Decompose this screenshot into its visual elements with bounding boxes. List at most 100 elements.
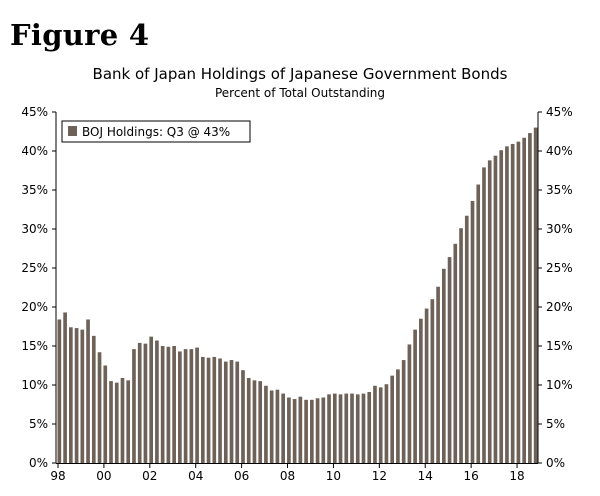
bar: [459, 228, 463, 463]
bar: [137, 342, 142, 463]
bar: [143, 343, 148, 463]
bar: [464, 215, 469, 463]
x-tick-label: 14: [418, 469, 433, 483]
bar: [373, 385, 377, 463]
bar: [310, 399, 314, 463]
bar: [264, 385, 268, 463]
bar: [114, 382, 119, 463]
y-tick-label-left: 20%: [21, 300, 48, 314]
bar: [516, 141, 521, 463]
bar: [505, 146, 509, 463]
bar: [258, 381, 263, 463]
y-tick-label-left: 10%: [21, 378, 48, 392]
bar: [86, 319, 90, 463]
legend-box: [61, 120, 251, 143]
bar: [97, 352, 102, 463]
x-tick-label: 16: [464, 469, 479, 483]
bar: [195, 347, 199, 463]
bar: [424, 308, 429, 463]
y-tick-label-left: 15%: [21, 339, 48, 353]
bar: [206, 357, 211, 463]
y-tick-label-left: 35%: [21, 183, 48, 197]
bar: [149, 336, 154, 463]
bar: [132, 349, 136, 463]
bar: [103, 365, 108, 463]
bar: [315, 398, 320, 463]
figure-label: Figure 4: [10, 18, 150, 52]
y-tick-label-right: 15%: [546, 339, 573, 353]
bar: [476, 184, 481, 464]
bar: [470, 200, 475, 464]
bar: [396, 369, 400, 463]
bar: [212, 356, 217, 463]
bar: [120, 377, 125, 463]
bar: [126, 380, 131, 463]
x-tick-label: 00: [96, 469, 111, 483]
bar: [246, 377, 251, 463]
ticks-group: 0% 0% 5% 5% 10% 10% 15% 15% 20% 20% 25% 25% 30% 30% 35…: [21, 105, 572, 483]
x-tick-label: 12: [372, 469, 387, 483]
bar: [200, 356, 205, 463]
bar: [378, 387, 383, 463]
bar: [355, 394, 360, 463]
y-tick-label-right: 5%: [546, 417, 565, 431]
bar: [350, 393, 354, 463]
bar: [407, 344, 412, 463]
bar: [332, 393, 337, 463]
x-tick-label: 08: [280, 469, 295, 483]
bar: [223, 361, 228, 463]
y-tick-label-right: 45%: [546, 105, 573, 119]
bar: [189, 349, 194, 463]
bar: [275, 389, 280, 463]
bar: [430, 299, 435, 463]
bar: [298, 396, 303, 463]
bar: [183, 349, 188, 463]
bar: [80, 329, 85, 463]
bar: [292, 399, 297, 463]
bar: [63, 312, 67, 463]
bar: [178, 351, 182, 463]
bar: [361, 393, 366, 463]
bar: [241, 370, 245, 463]
legend: BOJ Holdings: Q3 @ 43%: [61, 120, 251, 143]
y-tick-label-right: 20%: [546, 300, 573, 314]
bar: [390, 375, 395, 463]
bar: [281, 393, 285, 463]
bar: [160, 346, 165, 463]
bar: [172, 346, 176, 463]
bar: [269, 390, 274, 463]
bar: [155, 340, 159, 463]
chart-subtitle: Percent of Total Outstanding: [214, 86, 386, 100]
bar: [252, 380, 257, 463]
bar: [304, 399, 308, 463]
x-tick-label: 10: [326, 469, 341, 483]
y-tick-label-right: 10%: [546, 378, 573, 392]
y-tick-label-right: 30%: [546, 222, 573, 236]
bar: [229, 360, 234, 463]
x-tick-label: 06: [234, 469, 249, 483]
bar: [344, 393, 349, 463]
legend-swatch: [68, 126, 77, 136]
bar: [522, 137, 526, 464]
bar: [493, 155, 498, 463]
y-tick-label-right: 35%: [546, 183, 573, 197]
y-tick-label-right: 40%: [546, 144, 573, 158]
bar: [91, 335, 96, 463]
y-tick-label-left: 0%: [29, 456, 48, 470]
bar: [436, 286, 440, 463]
bar: [419, 318, 423, 463]
bar: [401, 360, 406, 463]
bar: [533, 127, 538, 463]
x-tick-label: 18: [509, 469, 524, 483]
bar: [367, 392, 372, 463]
bar: [321, 397, 326, 463]
y-tick-label-left: 30%: [21, 222, 48, 236]
y-tick-label-left: 40%: [21, 144, 48, 158]
bar: [413, 329, 417, 463]
bar: [74, 328, 79, 463]
bar: [235, 361, 240, 463]
bar: [166, 346, 171, 463]
bar: [384, 384, 389, 463]
bar: [510, 143, 515, 464]
